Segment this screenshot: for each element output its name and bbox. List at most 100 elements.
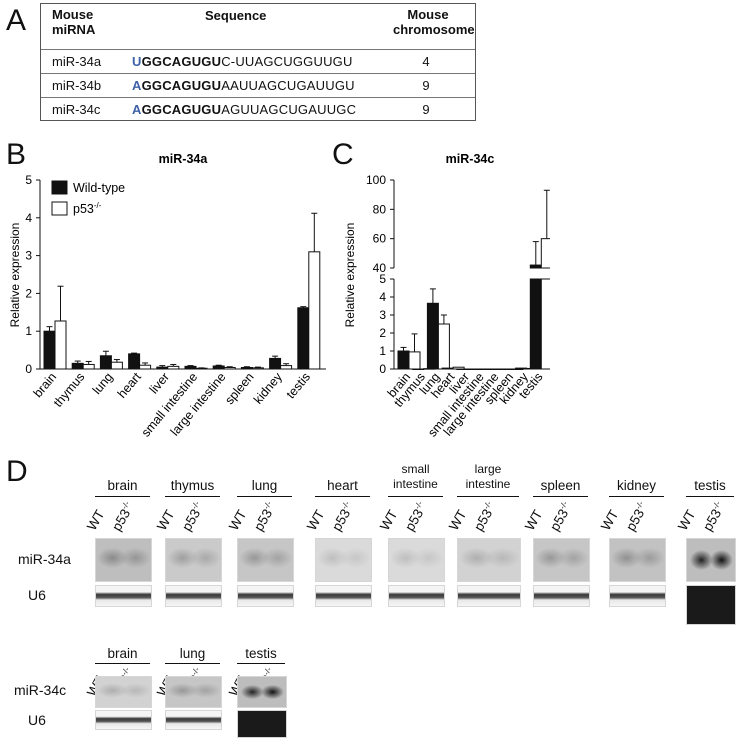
tissue-label: large intestine xyxy=(447,462,529,492)
blot-u6 xyxy=(165,710,222,730)
tissue-label-line2: intestine xyxy=(393,477,438,491)
blot-u6 xyxy=(237,585,294,607)
seq-seed: GGCAGUGU xyxy=(141,78,222,93)
blot-u6 xyxy=(95,585,152,607)
tissue-underline xyxy=(165,496,220,497)
seq-rest: AGUUAGCUGAUUGC xyxy=(221,102,357,117)
seq-prefix: A xyxy=(132,78,142,93)
y-tick-label: 100 xyxy=(366,173,386,187)
lane-label-wt: WT xyxy=(84,507,108,533)
y-tick-label: 3 xyxy=(379,308,386,322)
lane-label-ko: p53-/- xyxy=(623,499,648,534)
tissue-underline xyxy=(686,496,734,497)
blot-mir34a xyxy=(237,538,294,582)
panel-letter-d: D xyxy=(6,455,28,488)
blot-mir34a xyxy=(165,538,222,582)
tissue-label: lung xyxy=(227,478,302,493)
blot-mir34a xyxy=(457,538,521,582)
y-tick-label: 3 xyxy=(25,249,32,263)
tissue-label-line1: testis xyxy=(694,478,726,493)
tissue-underline xyxy=(609,496,664,497)
lane-label-ko: p53-/- xyxy=(109,499,134,534)
table-row: miR-34c AGGCAGUGUAGUUAGCUGAUUGC 9 xyxy=(41,97,475,122)
tissue-underline xyxy=(165,663,220,664)
y-tick-label: 1 xyxy=(25,324,32,338)
blot-mir34c xyxy=(237,676,287,708)
blot-mir34c xyxy=(95,676,152,708)
lane-label-ko-sup: -/- xyxy=(557,499,570,511)
lane-label-ko: p53-/- xyxy=(700,499,725,534)
chart-mir34c: miR-34c 0 1 2 3 4 540 60 80 100 Relative expressio… xyxy=(343,152,550,440)
y-tick-label: 0 xyxy=(379,362,386,376)
tissue-label-line1: lung xyxy=(251,478,278,493)
blot-u6 xyxy=(533,585,590,607)
tissue-underline xyxy=(533,496,588,497)
mirna-sequence: AGGCAGUGUAAUUAGCUGAUUGU xyxy=(132,78,355,93)
y-tick-label: 4 xyxy=(25,211,32,225)
seq-seed: GGCAGUGU xyxy=(141,54,222,69)
seq-prefix: A xyxy=(132,102,142,117)
row-label-u6: U6 xyxy=(28,712,46,728)
header-sequence: Sequence xyxy=(205,8,267,23)
lane-label-ko: p53-/- xyxy=(402,499,427,534)
header-chr-line2: chromosome xyxy=(393,22,475,37)
lane-label-ko-sup: -/- xyxy=(261,499,274,511)
legend-label-wt: Wild-type xyxy=(73,181,125,195)
legend-label-ko-sup: -/- xyxy=(94,201,102,210)
mirna-sequence-table: Mouse miRNA Sequence Mouse chromosome mi… xyxy=(40,3,476,121)
lane-label-wt: WT xyxy=(598,507,622,533)
lane-label-ko-sup: -/- xyxy=(710,499,723,511)
seq-rest: C-UUAGCUGGUUGU xyxy=(221,54,353,69)
tissue-label-line1: small xyxy=(401,462,430,476)
header-chromosome: Mouse chromosome xyxy=(393,7,475,37)
blot-u6 xyxy=(165,585,222,607)
mirna-sequence: UGGCAGUGUC-UUAGCUGGUUGU xyxy=(132,54,353,69)
y-tick-label: 2 xyxy=(25,286,32,300)
lane-label-wt: WT xyxy=(675,507,699,533)
lane-label-ko-sup: -/- xyxy=(339,499,352,511)
blot-u6 xyxy=(315,585,372,607)
bar xyxy=(54,320,67,370)
tissue-underline xyxy=(95,496,150,497)
chromosome-value: 9 xyxy=(422,102,430,117)
y-tick-label: 1 xyxy=(379,344,386,358)
blot-u6 xyxy=(388,585,445,607)
bar xyxy=(280,365,293,370)
bar-lower xyxy=(540,278,550,370)
mirna-name: miR-34a xyxy=(52,54,102,69)
legend-swatch-ko xyxy=(51,201,68,216)
header-mirna-line1: Mouse xyxy=(52,7,94,22)
mirna-name: miR-34b xyxy=(52,78,102,93)
mirna-name: miR-34c xyxy=(52,102,101,117)
bar xyxy=(269,357,282,370)
y-axis-label: Relative expression xyxy=(343,223,357,328)
chart-title: miR-34c xyxy=(446,152,495,166)
lane-label-ko: p53-/- xyxy=(329,499,354,534)
lane-label-wt: WT xyxy=(154,507,178,533)
tissue-label-line1: spleen xyxy=(540,478,581,493)
table-row: miR-34b AGGCAGUGUAAUUAGCUGAUUGU 9 xyxy=(41,73,475,98)
tissue-label-line1: kidney xyxy=(616,478,657,493)
y-tick-label: 2 xyxy=(379,326,386,340)
y-tick-label: 80 xyxy=(373,202,387,216)
tissue-underline xyxy=(457,496,519,497)
y-tick-label: 5 xyxy=(25,173,32,187)
tissue-label: brain xyxy=(85,478,160,493)
seq-seed: GGCAGUGU xyxy=(141,102,222,117)
blot-mir34a xyxy=(533,538,590,582)
blot-u6 xyxy=(609,585,666,607)
y-tick-label: 4 xyxy=(379,290,386,304)
tissue-underline xyxy=(237,496,292,497)
header-mirna-line2: miRNA xyxy=(52,22,96,37)
header-mirna: Mouse miRNA xyxy=(52,7,95,37)
blot-mir34a xyxy=(95,538,152,582)
y-tick-label: 0 xyxy=(25,362,32,376)
lane-label-wt: WT xyxy=(522,507,546,533)
panel-letter-c: C xyxy=(332,138,354,171)
row-label-u6: U6 xyxy=(28,587,46,603)
tissue-underline xyxy=(237,663,285,664)
lane-label-ko: p53-/- xyxy=(471,499,496,534)
lane-label-wt: WT xyxy=(446,507,470,533)
lane-label-wt: WT xyxy=(377,507,401,533)
lane-label-ko: p53-/- xyxy=(251,499,276,534)
